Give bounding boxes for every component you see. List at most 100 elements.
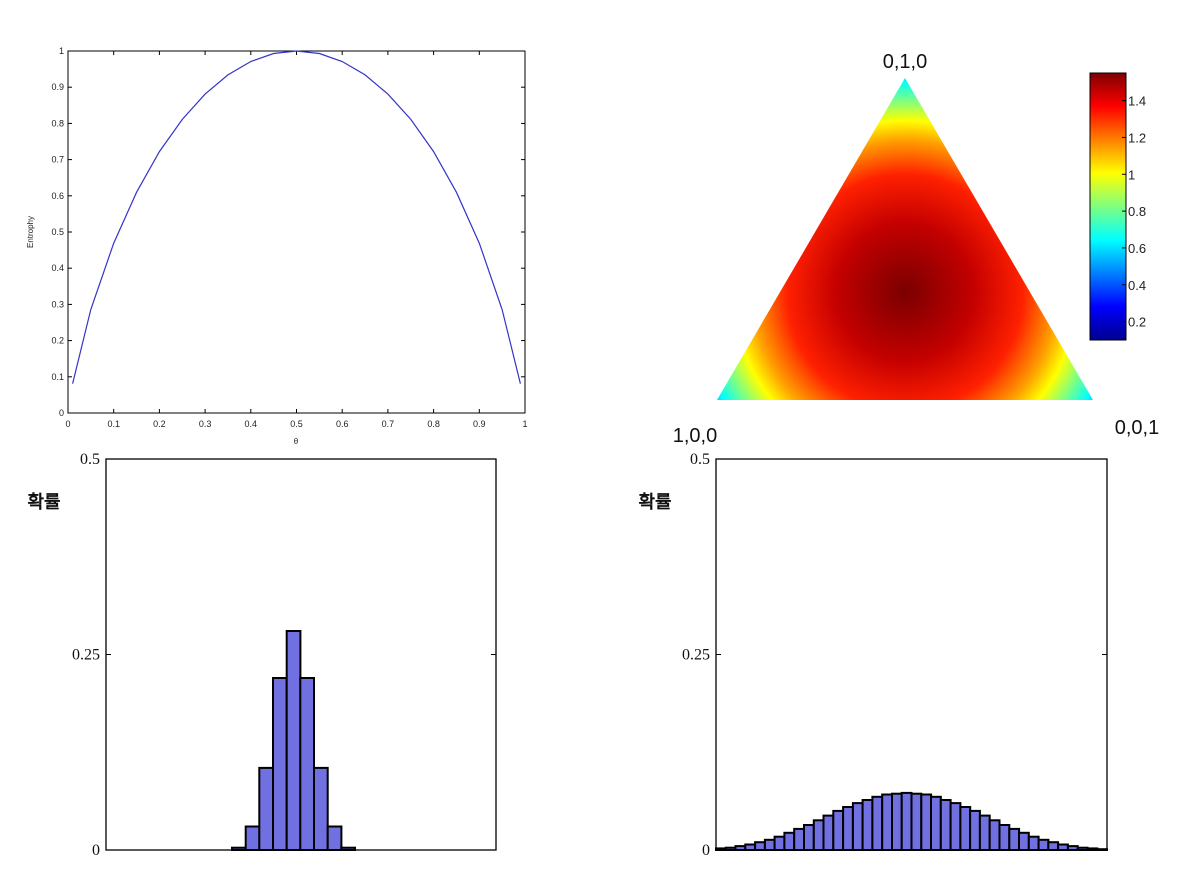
histogram-bar (1076, 846, 1089, 852)
y-tick-label: 0.5 (80, 451, 100, 468)
y-tick-label: 0 (702, 842, 710, 859)
ternary-heatmap: 0,1,0 1,0,0 0,0,1 0.2 0.4 0.6 0.8 1 1.2 1.4 (673, 51, 1159, 447)
c4-bars (715, 791, 1108, 852)
c2-vertex-left-label: 1,0,0 (673, 425, 717, 447)
c3-y-ticks: 0 0.25 0.5 (72, 451, 496, 859)
histogram-bar (1086, 847, 1099, 852)
c2-colorbar-tick-label: 0.6 (1128, 241, 1146, 256)
c1-x-tick-label: 0.5 (290, 419, 303, 429)
histogram-bar (871, 795, 884, 851)
histogram-bar (231, 846, 247, 852)
c2-colorbar-tick-label: 0.8 (1128, 204, 1146, 219)
y-tick-label: 0.5 (690, 451, 710, 468)
histogram-bar (1096, 848, 1108, 852)
histogram-bar (939, 799, 952, 851)
histogram-bar (1027, 835, 1040, 852)
histogram-bar (744, 843, 757, 851)
histogram-narrow: 0 0.25 0.5 확률 (27, 451, 497, 859)
histogram-bar (754, 841, 766, 852)
histogram-bar (313, 766, 329, 852)
histogram-bar (988, 819, 1001, 851)
histogram-bar (978, 814, 991, 851)
histogram-bar (763, 838, 776, 851)
c1-x-tick-label: 0.8 (427, 419, 440, 429)
histogram-bar (724, 846, 737, 852)
c1-x-tick-label: 0 (65, 419, 70, 429)
c1-entropy-line (72, 50, 521, 384)
histogram-bar (930, 795, 942, 851)
c1-y-tick-label: 0.3 (51, 299, 64, 309)
c1-y-tick-label: 1 (59, 46, 64, 56)
histogram-bar (812, 819, 825, 851)
histogram-bar (1066, 845, 1079, 851)
histogram-bar (1047, 841, 1060, 852)
c2-colorbar-ticks: 0.2 0.4 0.6 0.8 1 1.2 1.4 (1122, 94, 1146, 330)
y-tick-label: 0 (92, 842, 100, 859)
histogram-bar (326, 825, 343, 851)
histogram-bar (891, 792, 903, 852)
c1-x-tick-label: 0.4 (245, 419, 258, 429)
histogram-bar (832, 809, 845, 852)
histogram-bar (340, 846, 356, 852)
c3-bars (231, 630, 356, 852)
histogram-bar (793, 827, 806, 852)
histogram-bar (910, 792, 923, 852)
y-tick-label: 0.25 (72, 647, 100, 664)
c2-colorbar (1089, 72, 1127, 341)
histogram-bar (969, 809, 981, 852)
entropy-line-chart: 0 0.1 0.2 0.3 0.4 0.5 0.6 0.7 0.8 0.9 1 0 0.1 0.2 0.3… (26, 46, 528, 446)
c1-y-tick-label: 0.1 (51, 372, 64, 382)
c1-plot-frame (67, 50, 526, 414)
c3-y-axis-label: 확률 (27, 492, 60, 513)
histogram-bar (949, 802, 962, 851)
c2-colorbar-tick-label: 1.2 (1128, 130, 1146, 145)
histogram-bar (998, 824, 1011, 851)
c2-heatmap-field (717, 78, 1093, 400)
c1-y-tick-label: 0.7 (51, 155, 64, 165)
histogram-bar (1018, 831, 1030, 851)
c1-x-axis-label: θ (294, 437, 299, 446)
c1-y-tick-label: 0.9 (51, 82, 64, 92)
c1-x-tick-label: 0.1 (107, 419, 120, 429)
histogram-bar (734, 845, 747, 851)
c2-vertex-right-label: 0,0,1 (1115, 417, 1159, 439)
histogram-bar (272, 677, 288, 851)
c1-x-tick-label: 0.3 (199, 419, 212, 429)
histogram-bar (258, 766, 274, 852)
histogram-bar (803, 824, 815, 851)
histogram-bar (299, 677, 315, 851)
c2-colorbar-tick-label: 0.4 (1128, 278, 1146, 293)
histogram-bar (773, 835, 786, 852)
histogram-bar (1037, 838, 1050, 851)
c1-x-tick-label: 0.9 (473, 419, 486, 429)
c1-x-tick-label: 0.2 (153, 419, 166, 429)
c1-y-ticks: 0 0.1 0.2 0.3 0.4 0.5 0.6 0.7 0.8 0.9 1 (51, 46, 525, 418)
c1-x-tick-label: 0.6 (336, 419, 349, 429)
c1-y-tick-label: 0 (59, 408, 64, 418)
c1-x-ticks: 0 0.1 0.2 0.3 0.4 0.5 0.6 0.7 0.8 0.9 1 (65, 51, 528, 429)
c2-colorbar-tick-label: 1.4 (1128, 94, 1146, 109)
y-tick-label: 0.25 (682, 647, 710, 664)
histogram-bar (881, 793, 894, 851)
c4-y-axis-label: 확률 (638, 492, 671, 513)
c1-y-tick-label: 0.5 (51, 227, 64, 237)
c1-y-tick-label: 0.6 (51, 191, 64, 201)
histogram-bar (244, 825, 261, 851)
histogram-bar (861, 799, 874, 851)
c1-x-tick-label: 0.7 (382, 419, 395, 429)
histogram-bar (822, 814, 835, 851)
c1-y-axis-label: Entrophy (26, 216, 35, 248)
histogram-bar (920, 793, 933, 851)
histogram-bar (842, 806, 854, 851)
c1-y-tick-label: 0.2 (51, 336, 64, 346)
c4-plot-frame (715, 458, 1108, 851)
c2-colorbar-tick-label: 0.2 (1128, 315, 1146, 330)
histogram-bar (715, 847, 727, 852)
histogram-bar (900, 791, 913, 852)
histogram-bar (1008, 827, 1021, 852)
c1-y-tick-label: 0.8 (51, 118, 64, 128)
c2-colorbar-tick-label: 1 (1128, 167, 1135, 182)
histogram-wide: 0 0.25 0.5 확률 (638, 451, 1108, 859)
c2-vertex-top-label: 0,1,0 (883, 51, 927, 73)
